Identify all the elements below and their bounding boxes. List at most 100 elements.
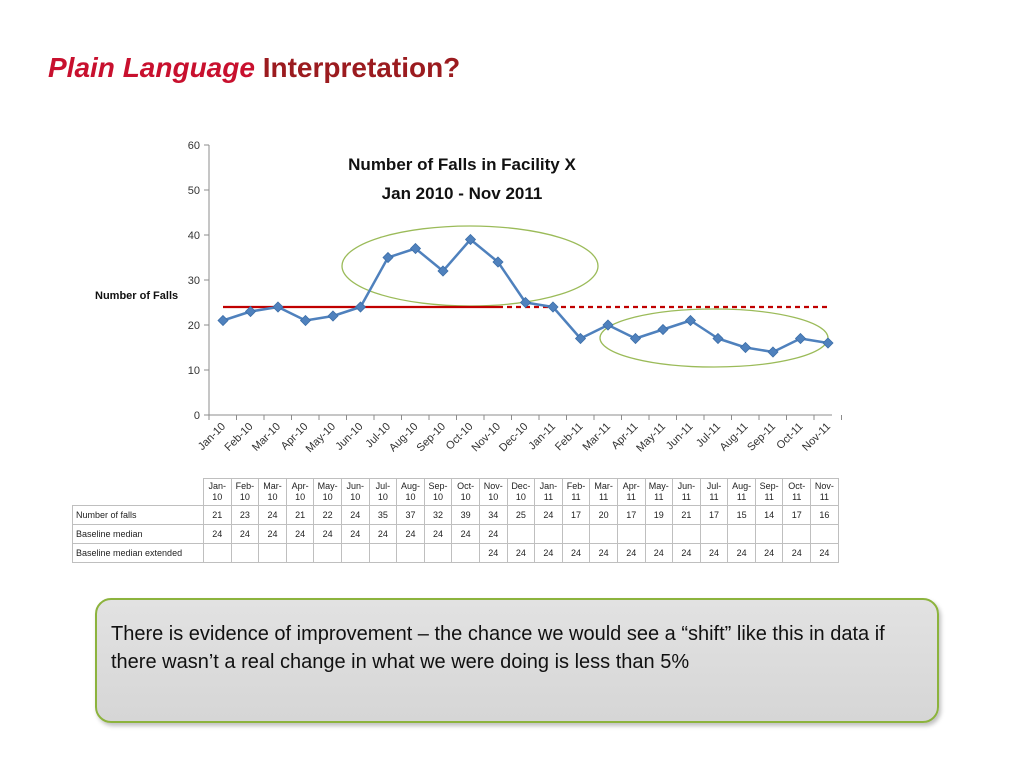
table-cell: 21 xyxy=(285,505,315,525)
table-cell xyxy=(589,524,618,544)
header-year: 11 xyxy=(598,492,609,502)
header-month: Aug- xyxy=(732,481,752,491)
table-cell: 24 xyxy=(396,524,425,544)
table-header-cell: Nov- 10 xyxy=(478,478,508,506)
row-label: Baseline median extended xyxy=(72,543,204,563)
table-cell xyxy=(396,543,425,563)
table-cell: 21 xyxy=(672,505,701,525)
table-header-cell: Oct- 10 xyxy=(451,478,480,506)
table-cell: 17 xyxy=(561,505,591,525)
table-cell: 17 xyxy=(616,505,646,525)
x-tick-label: Nov-10 xyxy=(470,421,504,455)
table-cell: 24 xyxy=(203,524,232,544)
table-header-cell: Jan- 10 xyxy=(203,478,232,506)
table-header-cell: Nov- 11 xyxy=(810,478,839,506)
header-year: 11 xyxy=(543,492,554,502)
data-point-marker xyxy=(217,314,229,327)
table-cell: 24 xyxy=(285,524,315,544)
data-point-marker xyxy=(354,301,367,313)
data-point-marker xyxy=(822,337,834,349)
table-header-cell: Mar- 11 xyxy=(589,478,618,506)
y-tick-label: 50 xyxy=(188,185,200,197)
header-month: Apr- xyxy=(622,481,640,491)
table-cell: 16 xyxy=(810,505,839,525)
table-cell xyxy=(561,524,591,544)
header-year: 11 xyxy=(819,492,830,502)
table-cell: 23 xyxy=(230,505,260,525)
table-header-cell: Mar- 10 xyxy=(258,478,287,506)
data-point-marker xyxy=(492,256,504,268)
table-cell xyxy=(258,543,287,563)
row-label: Number of falls xyxy=(72,505,204,525)
header-month: Jul- xyxy=(375,481,391,491)
table-cell xyxy=(782,524,812,544)
data-point-marker xyxy=(519,296,532,309)
chart-subtitle: Jan 2010 - Nov 2011 xyxy=(382,184,543,203)
table-cell xyxy=(340,543,370,563)
table-header-row: Jan- 10 Feb- 10 Mar- 10 Apr- 10 May- 10 Jun- 10 Jul-… xyxy=(72,478,839,506)
table-header-cell: Apr- 10 xyxy=(285,478,315,506)
table-cell: 22 xyxy=(313,505,342,525)
table-header-cell: Jul- 11 xyxy=(699,478,729,506)
header-year: 11 xyxy=(571,492,581,502)
table-row-number-of-falls: Number of falls 21 23 24 21 22 24 35 37 32 39 34 25 2… xyxy=(72,505,839,525)
table-header-cell: Feb- 11 xyxy=(561,478,591,506)
table-cell: 24 xyxy=(561,543,591,563)
data-point-marker xyxy=(629,332,642,345)
table-cell: 24 xyxy=(644,543,674,563)
table-cell xyxy=(727,524,756,544)
header-year: 10 xyxy=(377,492,388,502)
data-table: Jan- 10 Feb- 10 Mar- 10 Apr- 10 May- 10 Jun- 10 Jul-… xyxy=(72,478,839,563)
table-row-baseline-median: Baseline median 24 24 24 24 24 24 24 24 24 24 24 xyxy=(72,524,839,544)
x-tick-label: Jun-10 xyxy=(333,421,365,453)
table-cell xyxy=(616,524,646,544)
header-year: 10 xyxy=(488,492,499,502)
table-cell: 24 xyxy=(423,524,453,544)
header-year: 10 xyxy=(433,492,444,502)
data-point-marker xyxy=(767,346,779,358)
x-tick-label: May-10 xyxy=(304,421,338,455)
table-cell xyxy=(810,524,839,544)
x-tick-label: Jan-10 xyxy=(196,421,228,453)
table-cell: 14 xyxy=(754,505,784,525)
table-cell: 24 xyxy=(340,524,370,544)
table-cell: 39 xyxy=(451,505,480,525)
table-cell xyxy=(203,543,232,563)
table-cell: 24 xyxy=(258,524,287,544)
header-month: Jan- xyxy=(539,481,558,491)
data-point-marker xyxy=(547,301,559,313)
header-month: May- xyxy=(317,481,338,491)
table-header-cell: Dec- 10 xyxy=(506,478,536,506)
header-year: 10 xyxy=(405,492,416,502)
y-tick-label: 30 xyxy=(188,275,200,287)
series-lines xyxy=(222,238,829,354)
header-month: Feb- xyxy=(566,481,586,491)
header-year: 11 xyxy=(709,492,719,502)
table-cell xyxy=(754,524,784,544)
x-tick-label: Jan-11 xyxy=(526,421,558,453)
data-point-marker xyxy=(299,314,312,327)
table-cell xyxy=(506,524,536,544)
y-tick-label: 10 xyxy=(188,365,200,377)
header-year: 10 xyxy=(267,492,278,502)
x-tick-label: Mar-11 xyxy=(581,421,614,454)
table-cell: 24 xyxy=(727,543,756,563)
x-tick-label: May-11 xyxy=(634,421,668,455)
header-month: Oct- xyxy=(788,481,806,491)
table-header-cell: Aug- 11 xyxy=(727,478,756,506)
table-header-cell: Jan- 11 xyxy=(534,478,563,506)
table-cell: 24 xyxy=(699,543,729,563)
table-cell: 34 xyxy=(478,505,508,525)
data-point-marker xyxy=(712,332,724,345)
table-cell xyxy=(451,543,480,563)
table-cell: 19 xyxy=(644,505,674,525)
table-cell: 24 xyxy=(451,524,480,544)
table-cell: 20 xyxy=(589,505,618,525)
header-month: Apr- xyxy=(291,481,309,491)
y-tick-label: 0 xyxy=(194,410,200,422)
header-month: Nov- xyxy=(814,481,834,491)
header-month: Sep- xyxy=(428,481,448,491)
slide-title: Plain Language Interpretation? xyxy=(48,52,460,84)
table-cell: 35 xyxy=(368,505,398,525)
table-header-cell: Oct- 11 xyxy=(782,478,812,506)
